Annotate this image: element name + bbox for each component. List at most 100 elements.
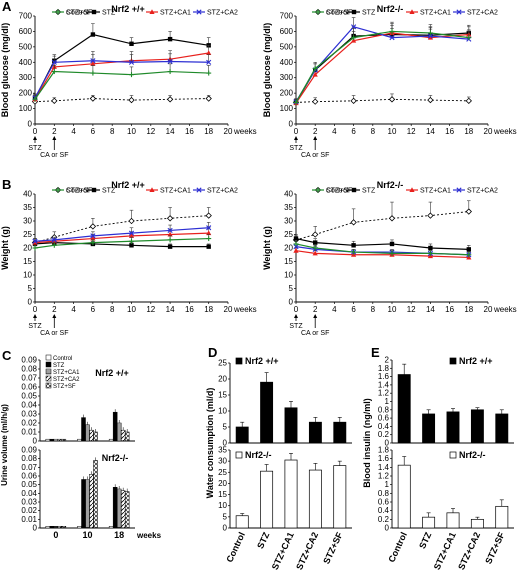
B_right-point [466,252,472,258]
A_right-legend-marker [315,9,321,15]
B_right-legend-marker [351,187,357,193]
A_left-point [90,70,96,76]
A_right-y-tick-label: 500 [280,42,294,51]
A_left-x-tick-label: 18 [204,127,213,136]
E_bottom-bar [446,512,460,529]
C_bottom-bar [124,491,130,529]
E_bottom-category-label: STZ+SF [483,530,507,565]
A_right-x-tick-label: 0 [294,127,299,136]
C_top-bar [53,438,59,442]
B_left-point [206,236,212,242]
C-legend-label: Control [53,356,72,362]
B_right-legend-marker [409,187,415,192]
A_right-ca-arrowhead [313,136,318,140]
C_top-bar [116,422,122,442]
A_left-point [166,96,174,103]
A_right-stz-label: STZ [289,145,303,152]
B_right-point [466,247,471,252]
C_top-y-tick-label: 0.03 [21,410,37,419]
C_top-bar [124,431,130,442]
B_right-point [313,240,318,245]
A_right-point-b [427,33,433,39]
B_right-stz-arrowhead [294,314,298,318]
D_bottom-y-tick-label: 35 [218,446,227,455]
B_right-point [351,243,356,248]
B_left-legend-marker [55,187,61,193]
A_right-y-tick-label: 700 [280,12,294,21]
D_bottom-category-label: STZ+CA1 [270,531,296,572]
B_left-y-tick-label: 5 [28,284,33,293]
E_top-y-tick-label: 1 [385,397,390,406]
C-legend-swatch [45,382,52,389]
C_bottom-title: Nrf2-/- [102,453,129,463]
E_bottom-y-tick-label: 0.8 [378,489,390,498]
A_left-legend-label: STZ+CA2 [207,10,238,17]
C_bottom-y-tick-label: 0.08 [21,454,37,463]
B_left-x-tick-label: 4 [71,305,76,314]
B_left-point-b [206,225,212,231]
D_top-bar [260,381,274,444]
A_left-y-tick-label: 200 [19,89,33,98]
B_left-legend-label: STZ+SF [66,188,92,195]
B_right-x-tick-label: 18 [464,305,473,314]
B_right-x-tick-label: 14 [426,305,435,314]
B_right-legend-marker-b [456,187,462,193]
B_left-point [51,237,57,243]
B_left-y-tick-label: 25 [23,230,32,239]
C-legend-swatch [45,354,52,361]
B_right-x-tick-label: 0 [294,305,299,314]
D_bottom-y-tick-label: 5 [223,512,228,521]
D_bottom-bar [308,469,322,529]
A_left-x-tick-label: 4 [71,127,76,136]
D_top-bar [284,407,298,444]
B_right-x-tick-label: 16 [445,305,454,314]
D_bottom-category-label: STZ [255,530,271,550]
A_left-point [51,69,57,75]
A_left-point [129,72,134,78]
B_left-legend-marker-b [196,187,202,193]
A_left-legend-label: STZ+CA1 [160,10,191,17]
B_right-point [465,208,472,215]
C_bottom-bar [108,526,114,529]
D_bottom-bar [260,470,274,529]
A_right-x-unit-label: weeks [493,127,517,136]
A_right-point [312,65,318,71]
E_bottom-y-tick-label: 0.4 [378,506,390,515]
B_left-y-tick-label: 40 [23,190,32,199]
E_top-bar [422,413,436,444]
E_bottom-bar [422,516,436,529]
A_right-y-tick-label: 400 [280,58,294,67]
A_right-x-tick-label: 20 [484,127,493,136]
A_right-point [351,37,357,43]
B_right-y-tick-label: 0 [289,298,294,307]
A_right-point [351,35,357,41]
E_top-y-tick-label: 2 [385,356,390,365]
A_right-y-axis-label: Blood glucose (mg/dl) [262,23,272,118]
D_bottom-legend-swatch [235,451,243,459]
D_bottom-bar [235,515,249,529]
A_right-x-tick-label: 6 [351,127,356,136]
C_top-bar [45,438,51,442]
A_right-x-tick-label: 8 [371,127,376,136]
A_right-x-tick-label: 12 [407,127,416,136]
A_left-legend-marker [91,9,97,15]
A_right-series-line [295,32,469,103]
A_left-legend-label: STZ [102,10,116,17]
C_bottom-bar [49,526,55,529]
B_left-x-tick-label: 10 [127,305,136,314]
B_right-point [428,245,433,251]
E_top-bar [397,374,411,444]
D_bottom-bar [284,459,298,529]
B_right-point [389,250,395,256]
C-legend-label: STZ+SF [53,384,76,390]
B_right-legend-marker [315,187,321,193]
B_left-point-b [128,230,135,236]
A_left-y-axis-label: Blood glucose (mg/dl) [0,23,10,118]
B_right-legend-label: STZ+CA1 [420,188,451,195]
C_top-bar [85,424,90,442]
A_right-legend-label: STZ+SF [326,10,352,17]
B_left-x-tick-label: 16 [185,305,194,314]
D-y-axis-label: Water consumption (ml/d) [205,388,215,499]
A_right-point [350,97,357,105]
E_bottom-y-tick-label: 1 [385,480,390,489]
